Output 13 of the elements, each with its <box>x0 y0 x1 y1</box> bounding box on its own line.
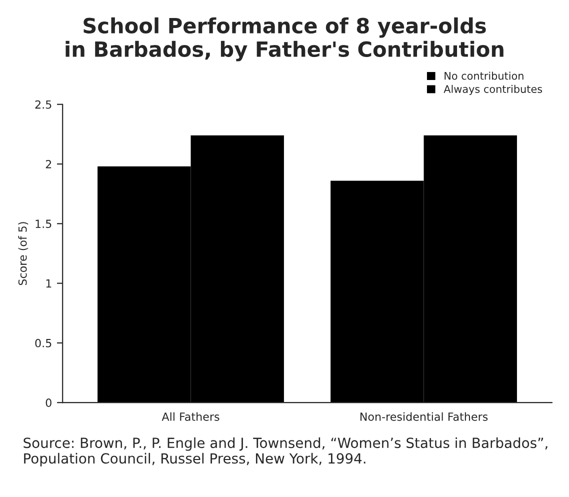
y-tick-label: 0 <box>46 398 52 407</box>
chart-title: School Performance of 8 year-olds in Barbados, by Father's Contribution <box>66 17 504 62</box>
y-tick-label: 2 <box>46 160 52 168</box>
legend-label: Always contributes <box>444 84 542 95</box>
x-tick-label: All Fathers <box>162 412 220 421</box>
y-tick-label: 1 <box>46 279 52 288</box>
source-note: Source: Brown, P., P. Engle and J. Townsend, “Women’s Status in Barbados”, Population Council, Russel Press, New York, 1994. <box>24 437 548 466</box>
y-axis-title: Score (of 5) <box>18 222 28 286</box>
y-tick-label: 2.5 <box>35 100 52 109</box>
legend-label: No contribution <box>444 72 524 80</box>
x-tick-label: Non-residential Fathers <box>360 412 488 421</box>
y-tick-label: 0.5 <box>35 338 52 348</box>
y-tick-label: 1.5 <box>36 220 52 228</box>
